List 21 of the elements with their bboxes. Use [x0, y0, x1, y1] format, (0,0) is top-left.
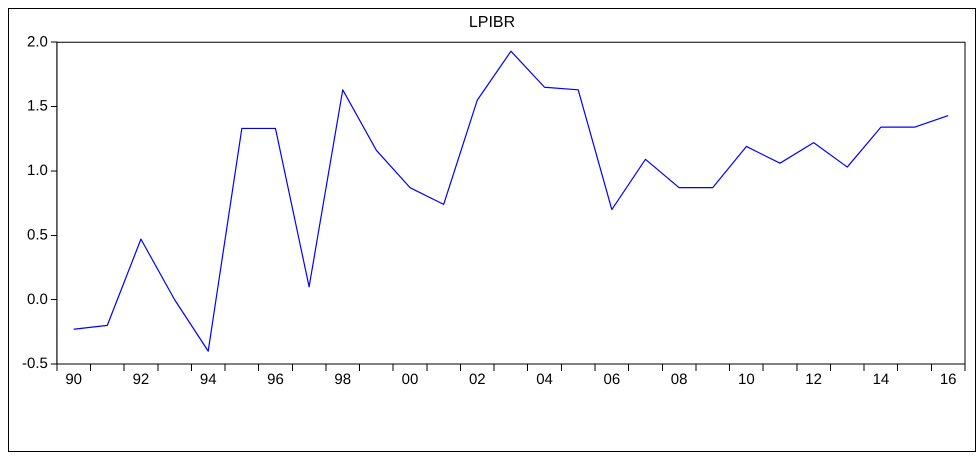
x-tick-label: 06	[603, 371, 620, 388]
x-tick-label: 96	[267, 371, 284, 388]
x-tick-label: 98	[334, 371, 352, 388]
x-tick-label: 10	[738, 371, 755, 388]
x-tick-label: 12	[805, 371, 822, 388]
x-tick-label: 02	[468, 371, 486, 388]
y-tick-label: 2.0	[26, 33, 48, 50]
x-tick-label: 08	[670, 371, 688, 388]
y-tick-label: 1.0	[26, 162, 48, 180]
y-tick-label: -0.5	[22, 355, 48, 372]
x-tick-label: 14	[872, 371, 890, 388]
y-tick-label: 0.0	[26, 290, 48, 308]
x-tick-label: 00	[402, 371, 418, 388]
x-tick-label: 92	[132, 371, 150, 388]
x-tick-label: 94	[200, 371, 217, 388]
y-tick-label: 0.5	[26, 226, 48, 244]
x-tick-label: 90	[65, 371, 82, 388]
x-tick-label: 16	[940, 371, 957, 388]
x-tick-label: 04	[536, 371, 553, 388]
y-tick-label: 1.5	[26, 98, 48, 115]
chart-title: LPIBR	[468, 14, 516, 32]
